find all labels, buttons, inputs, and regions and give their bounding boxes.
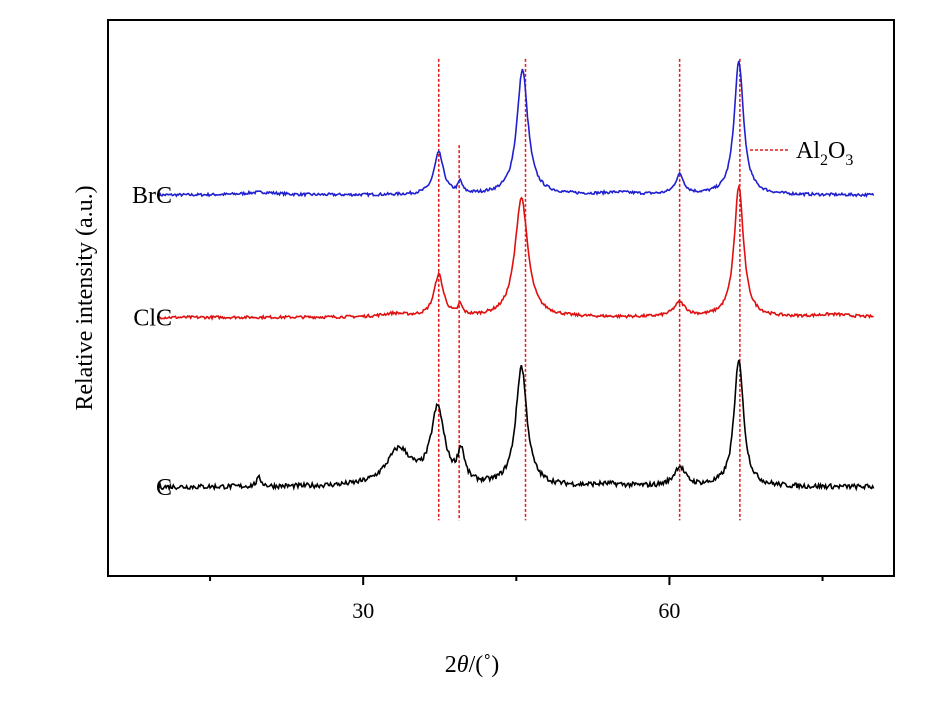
series-lines: [158, 60, 875, 492]
x-tick-label: 30: [352, 598, 374, 623]
legend-label-al2o3: Al2O3: [796, 138, 853, 169]
legend: Al2O3: [750, 138, 853, 169]
y-axis-title: Relative intensity (a.u.): [72, 185, 98, 410]
series-label-clc: ClC: [133, 305, 172, 331]
series-label-c: C: [156, 475, 172, 501]
series-line-c: [158, 359, 875, 492]
series-line-brc: [158, 60, 875, 199]
series-line-clc: [158, 184, 874, 321]
reference-lines: [437, 58, 741, 521]
x-tick-label: 60: [658, 598, 680, 623]
series-labels: BrC ClC C: [132, 183, 172, 501]
series-label-brc: BrC: [132, 183, 172, 209]
x-axis-ticks: 30 60: [209, 576, 824, 623]
x-axis-title: 2θ/(˚): [445, 652, 499, 678]
plot-frame: [107, 19, 895, 577]
